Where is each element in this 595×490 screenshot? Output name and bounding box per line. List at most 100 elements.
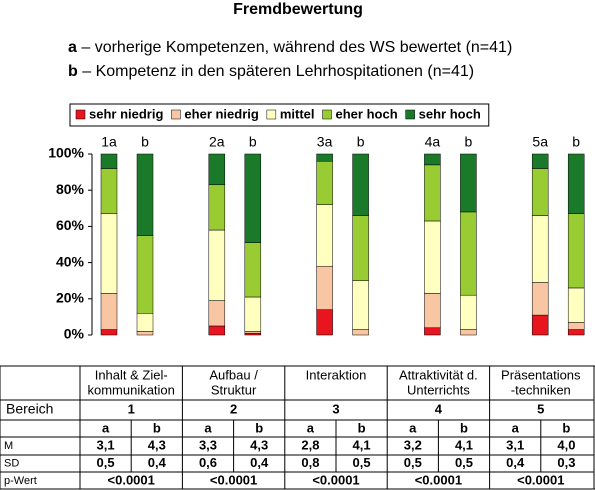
cell: 3,2 xyxy=(404,437,422,452)
p-value: <0.0001 xyxy=(210,472,257,487)
cell: 4,3 xyxy=(148,437,166,452)
sub-header: b xyxy=(460,420,468,435)
cell: 4,1 xyxy=(455,437,473,452)
legend-label: eher niedrig xyxy=(184,106,258,121)
sub-header: b xyxy=(255,420,263,435)
group-number: 4 xyxy=(435,401,443,416)
group-name: Präsentations xyxy=(501,367,581,382)
y-tick-label: 40% xyxy=(56,253,85,269)
bar-segment xyxy=(100,153,118,169)
bar-segment xyxy=(100,168,118,214)
bar-segment xyxy=(460,153,477,213)
bar-segment xyxy=(244,331,262,334)
group-name: Aufbau / xyxy=(209,367,258,382)
note-key: b xyxy=(68,63,78,80)
row-label: p-Wert xyxy=(4,475,37,487)
bar-segment xyxy=(352,215,369,281)
x-tick-label: 2a xyxy=(209,134,225,150)
sub-header: a xyxy=(307,420,315,435)
x-tick-label: 3a xyxy=(317,134,333,150)
bar-segment xyxy=(352,153,369,216)
y-tick-label: 100% xyxy=(48,145,84,161)
group-name: Attraktivität d. xyxy=(399,367,478,382)
bar-segment xyxy=(100,293,118,330)
legend-label: sehr niedrig xyxy=(89,106,163,121)
bar-segment xyxy=(531,168,549,216)
cell: 0,4 xyxy=(148,455,167,470)
cell: 0,8 xyxy=(301,455,319,470)
bar-segment xyxy=(208,325,226,336)
bar-segment xyxy=(244,296,262,332)
note: b – Kompetenz in den späteren Lehrhospit… xyxy=(68,63,474,80)
bar-segment xyxy=(567,287,585,323)
bar-segment xyxy=(136,313,154,332)
bar-segment xyxy=(208,153,226,186)
cell: 0,4 xyxy=(250,455,269,470)
bar-segment xyxy=(424,293,441,329)
legend-label: sehr hoch xyxy=(419,106,481,121)
cell: 4,1 xyxy=(353,437,371,452)
p-value: <0.0001 xyxy=(312,472,359,487)
row-label: SD xyxy=(4,457,19,469)
sub-header: b xyxy=(153,420,161,435)
note: a – vorherige Kompetenzen, während des W… xyxy=(68,39,512,56)
bar-segment xyxy=(136,235,154,314)
x-tick-label: b xyxy=(357,134,365,150)
y-tick-label: 20% xyxy=(56,290,85,306)
bar-segment xyxy=(424,164,441,222)
group-name: -techniken xyxy=(511,382,571,397)
x-tick-label: 4a xyxy=(425,134,441,150)
group-name: kommunikation xyxy=(87,382,174,397)
bar-segment xyxy=(352,329,369,336)
cell: 0,5 xyxy=(455,455,473,470)
bar-segment xyxy=(567,329,585,336)
bar-segment xyxy=(460,329,477,336)
bar-segment xyxy=(316,153,333,162)
bar-segment xyxy=(244,242,262,298)
cell: 4,0 xyxy=(557,437,575,452)
row-label: Bereich xyxy=(6,401,53,417)
x-tick-label: b xyxy=(249,134,257,150)
x-tick-label: b xyxy=(572,134,580,150)
group-name: Unterrichts xyxy=(407,382,470,397)
row-label: M xyxy=(4,440,13,452)
cell: 0,3 xyxy=(557,455,575,470)
bar-segment xyxy=(316,309,333,336)
note-text: – Kompetenz in den späteren Lehrhospitat… xyxy=(82,63,474,80)
bar-segment xyxy=(531,314,549,336)
bar-segment xyxy=(424,220,441,294)
legend-label: mittel xyxy=(280,106,315,121)
bar-segment xyxy=(460,211,477,296)
bar-segment xyxy=(208,300,226,327)
note-key: a xyxy=(68,39,77,56)
bar-segment xyxy=(567,322,585,330)
cell: 0,6 xyxy=(199,455,217,470)
p-value: <0.0001 xyxy=(108,472,155,487)
x-tick-label: b xyxy=(141,134,149,150)
cell: 0,5 xyxy=(97,455,115,470)
cell: 2,8 xyxy=(301,437,319,452)
group-number: 1 xyxy=(128,401,135,416)
legend-swatch xyxy=(266,109,277,120)
x-tick-label: b xyxy=(465,134,473,150)
legend-swatch xyxy=(171,109,181,120)
legend xyxy=(69,103,490,127)
bar-segment xyxy=(136,331,154,336)
bar-segment xyxy=(531,215,549,283)
bar-segment xyxy=(567,153,585,214)
bar-segment xyxy=(424,327,441,336)
cell: 4,3 xyxy=(250,437,268,452)
bar-segment xyxy=(100,213,118,294)
bar-segment xyxy=(244,332,262,336)
y-tick-label: 0% xyxy=(64,326,85,342)
sub-header: a xyxy=(409,420,417,435)
chart-title: Fremdbewertung xyxy=(233,1,363,18)
y-tick-label: 80% xyxy=(56,181,85,197)
bar-segment xyxy=(567,213,585,289)
group-number: 3 xyxy=(332,401,339,416)
cell: 3,1 xyxy=(506,437,524,452)
cell: 0,5 xyxy=(353,455,371,470)
p-value: <0.0001 xyxy=(415,472,462,487)
sub-header: b xyxy=(562,420,570,435)
